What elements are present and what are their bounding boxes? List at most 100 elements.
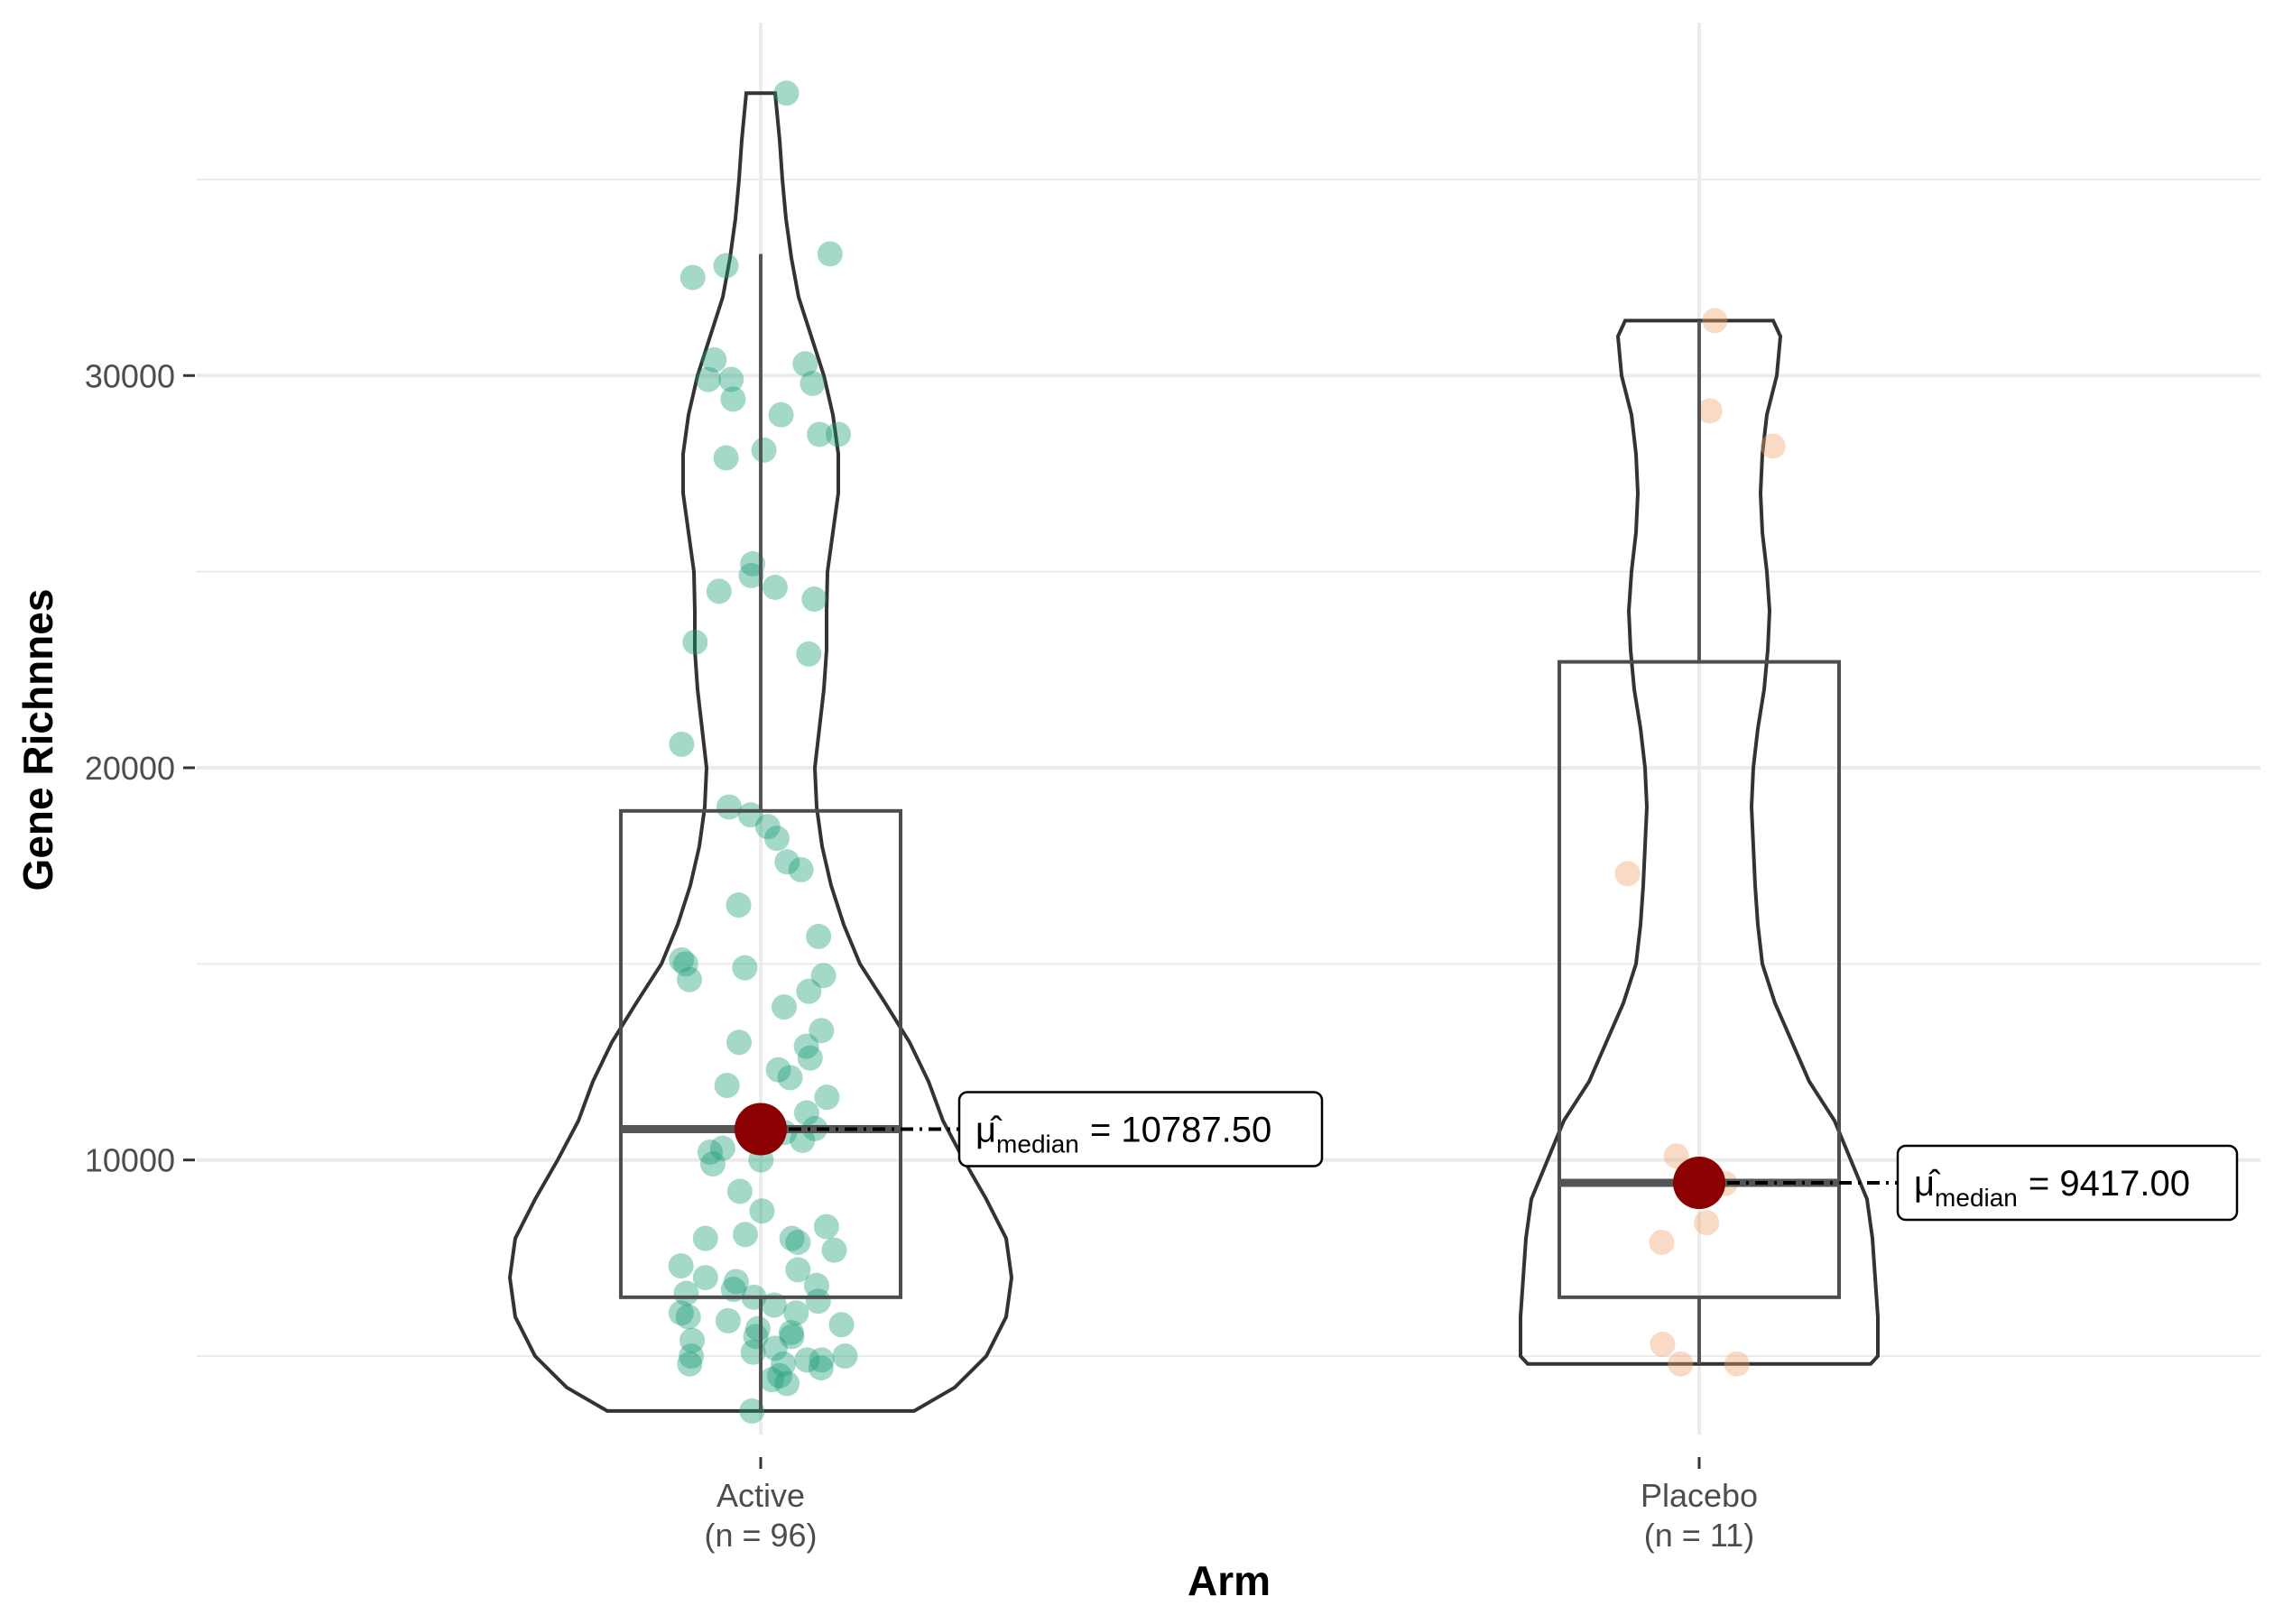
- data-point: [797, 1045, 823, 1071]
- x-tick-label: Placebo: [1641, 1477, 1758, 1514]
- violin-layer: [507, 91, 1880, 1413]
- data-point: [714, 1073, 740, 1099]
- data-point: [715, 1307, 741, 1333]
- data-point: [796, 978, 822, 1004]
- axis-layer: 10000 20000 30000 Active(n = 96) Placebo(n =…: [85, 357, 1758, 1554]
- data-point: [763, 826, 790, 852]
- data-point: [668, 1300, 694, 1326]
- data-point: [1702, 308, 1728, 334]
- x-axis-title: Arm: [1188, 1557, 1271, 1604]
- data-point: [669, 946, 695, 973]
- data-point: [723, 1269, 749, 1295]
- data-point: [792, 351, 818, 377]
- violin-active: [507, 91, 1014, 1413]
- data-point: [732, 1222, 758, 1248]
- data-point: [1668, 1351, 1694, 1377]
- data-point: [793, 1033, 819, 1059]
- data-point: [744, 1315, 771, 1342]
- data-point: [767, 1362, 793, 1389]
- data-point: [817, 241, 843, 267]
- violin-placebo: [1519, 318, 1880, 1366]
- box: [1558, 660, 1841, 1299]
- data-point: [1614, 861, 1641, 887]
- data-point: [1649, 1229, 1675, 1255]
- data-point: [759, 1367, 785, 1393]
- data-point: [751, 437, 777, 463]
- data-point: [779, 1225, 805, 1251]
- data-point: [768, 401, 794, 428]
- data-point: [765, 1057, 791, 1083]
- data-point: [726, 892, 752, 918]
- data-point: [692, 1225, 718, 1251]
- data-point: [726, 1029, 752, 1056]
- data-point: [677, 966, 703, 992]
- data-point: [807, 421, 833, 448]
- data-point: [692, 1265, 718, 1291]
- data-point: [713, 253, 739, 279]
- median-dot: [1673, 1157, 1725, 1210]
- data-point: [701, 346, 727, 373]
- data-point: [810, 963, 837, 989]
- data-point: [779, 1324, 805, 1350]
- data-point: [778, 1319, 804, 1345]
- data-point: [793, 1100, 819, 1126]
- data-point: [697, 1140, 723, 1165]
- data-point: [726, 1178, 753, 1204]
- data-point: [762, 575, 788, 600]
- y-tick-label: 10000: [85, 1142, 175, 1179]
- data-point: [788, 857, 814, 882]
- y-tick-label: 30000: [85, 357, 175, 394]
- data-point: [832, 1343, 858, 1370]
- x-tick-label: Active: [716, 1477, 805, 1514]
- data-point: [718, 366, 744, 392]
- data-point: [826, 421, 852, 448]
- data-point: [713, 445, 739, 471]
- data-point: [785, 1229, 811, 1255]
- grid-layer: [197, 23, 2260, 1435]
- data-point: [777, 1065, 803, 1091]
- data-point: [673, 1280, 699, 1306]
- data-point: [821, 1237, 847, 1263]
- median-label-text: μ̂median = 9417.00: [1914, 1164, 2190, 1212]
- x-tick-n-label: (n = 11): [1644, 1517, 1754, 1554]
- data-point: [773, 80, 800, 106]
- data-point: [1696, 398, 1723, 424]
- data-point: [1724, 1351, 1750, 1377]
- data-point: [737, 802, 763, 828]
- data-point: [794, 1347, 820, 1373]
- data-point: [732, 955, 758, 981]
- data-point: [801, 586, 827, 613]
- median-layer: μ̂median = 10787.50 μ̂median = 9417.00: [735, 1091, 2239, 1222]
- data-point: [813, 1213, 839, 1240]
- data-point: [774, 849, 800, 875]
- data-point: [790, 1127, 816, 1153]
- data-point: [806, 923, 832, 949]
- x-tick-n-label: (n = 96): [704, 1517, 817, 1554]
- data-point: [796, 641, 822, 667]
- data-point: [771, 1351, 797, 1377]
- data-point: [706, 578, 732, 604]
- data-point: [814, 1084, 840, 1111]
- median-dot: [735, 1103, 787, 1156]
- median-label-text: μ̂median = 10787.50: [975, 1110, 1271, 1158]
- data-point: [809, 1347, 835, 1373]
- data-point: [709, 1135, 735, 1161]
- data-point: [669, 731, 695, 757]
- data-point: [679, 1343, 705, 1370]
- data-point: [754, 814, 781, 840]
- data-point: [772, 994, 798, 1020]
- data-point: [679, 264, 706, 291]
- data-point: [809, 1018, 835, 1044]
- median-label-box: [957, 1091, 1324, 1167]
- data-point: [672, 951, 698, 977]
- box: [619, 808, 902, 1299]
- data-point: [675, 1304, 701, 1330]
- data-point: [682, 629, 708, 655]
- data-point: [1663, 1143, 1689, 1169]
- data-point: [783, 1300, 809, 1326]
- data-point: [808, 1355, 834, 1381]
- data-point: [762, 1335, 788, 1361]
- data-point: [803, 1272, 829, 1298]
- data-point: [716, 794, 742, 820]
